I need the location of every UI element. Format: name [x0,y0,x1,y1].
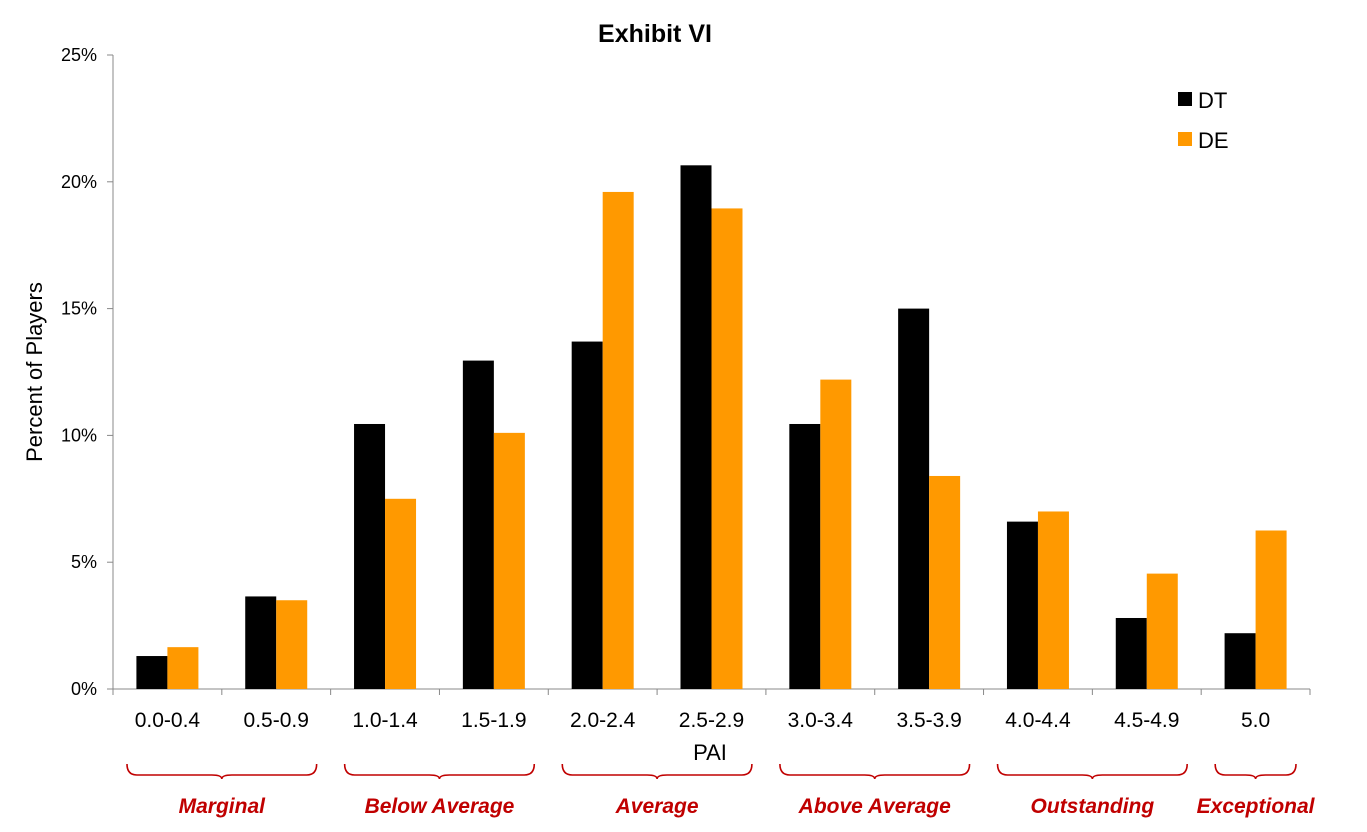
bar-de [276,600,308,689]
y-tick-label: 15% [61,299,97,319]
bar-dt [1115,617,1147,689]
chart-title: Exhibit VI [598,20,712,48]
bar-dt [136,656,168,689]
y-tick-label: 0% [71,679,97,699]
y-tick-labels: 0% 5% 10% 15% 20% 25% [61,45,97,699]
x-tick-label: 2.0-2.4 [570,709,636,732]
bar-de [1037,511,1069,689]
y-tick-label: 25% [61,45,97,65]
bar-de [711,208,743,690]
bar-dt [571,341,603,689]
bar-dt [898,308,930,689]
bar-de [820,379,852,689]
bar-dt [462,360,494,689]
group-brace [126,763,318,780]
bar-dt [789,423,821,689]
bar-dt [1006,521,1038,689]
x-tick-labels: 0.0-0.4 0.5-0.9 1.0-1.4 1.5-1.9 2.0-2.4 2.5-2… [135,709,1270,732]
bar-de [1146,573,1178,689]
x-tick-label: 4.5-4.9 [1114,709,1179,732]
y-tick-label: 10% [61,425,97,445]
group-brace [561,763,753,780]
bar-de [929,475,961,689]
bar-dt [680,165,712,690]
x-tick-label: 0.5-0.9 [244,709,309,732]
bars [136,165,1287,690]
group-label: Outstanding [1031,795,1155,818]
group-label: Below Average [365,795,515,818]
legend-label-de: DE [1198,128,1229,153]
legend-label-dt: DT [1198,88,1227,113]
x-tick-label: 2.5-2.9 [679,709,744,732]
x-tick-label: 1.0-1.4 [352,709,418,732]
bar-de [493,432,525,689]
legend-swatch-de [1178,132,1192,146]
bar-de [1255,530,1287,689]
x-tick-label: 1.5-1.9 [461,709,526,732]
legend-swatch-dt [1178,92,1192,106]
x-tick-label: 3.5-3.9 [896,709,961,732]
y-tick-label: 20% [61,172,97,192]
x-axis-label: PAI [693,740,727,765]
group-label: Average [615,795,699,818]
group-brace [996,763,1188,780]
group-label: Marginal [179,795,267,818]
group-label: Exceptional [1197,795,1316,818]
group-label: Above Average [798,795,951,818]
bar-de [602,191,634,689]
y-tick-label: 5% [71,552,97,572]
bar-de [385,498,417,689]
group-brace [343,763,536,780]
bar-dt [354,423,386,689]
legend: DT DE [1178,88,1229,153]
y-axis-label: Percent of Players [22,282,47,462]
x-tick-label: 3.0-3.4 [788,709,854,732]
bar-dt [245,596,277,689]
bar-dt [1224,633,1256,689]
group-brace [779,763,971,780]
category-groups: Marginal Below Average Average Above Averag… [126,763,1316,818]
group-brace [1214,763,1297,780]
x-tick-label: 5.0 [1241,709,1270,732]
bar-de [167,647,199,689]
x-tick-label: 4.0-4.4 [1005,709,1071,732]
x-tick-label: 0.0-0.4 [135,709,201,732]
